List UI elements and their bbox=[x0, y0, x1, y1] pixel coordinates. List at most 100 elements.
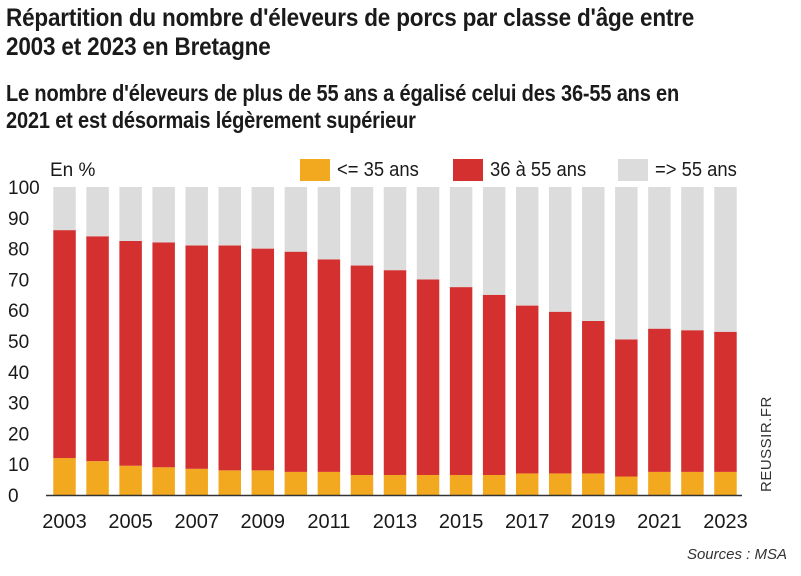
bar-segment-older-2019 bbox=[582, 187, 605, 321]
bar-segment-middle-2021 bbox=[648, 328, 671, 472]
bar-segment-young-2006 bbox=[152, 467, 175, 495]
bar-segment-older-2017 bbox=[515, 187, 539, 306]
bar-segment-young-2011 bbox=[317, 471, 341, 495]
legend-item-middle: 36 à 55 ans bbox=[453, 158, 595, 182]
bar-segment-young-2003 bbox=[53, 458, 76, 495]
legend-label-older: => 55 ans bbox=[655, 158, 737, 181]
bar-segment-young-2013 bbox=[383, 474, 407, 495]
x-tick-label: 2009 bbox=[241, 511, 286, 533]
legend-swatch-middle bbox=[453, 159, 483, 181]
y-tick-label: 70 bbox=[8, 270, 29, 291]
bar-segment-older-2023 bbox=[714, 187, 737, 332]
credit-label: REUSSIR.FR bbox=[758, 396, 775, 492]
legend-label-young: <= 35 ans bbox=[337, 158, 419, 181]
bar-segment-young-2015 bbox=[449, 474, 473, 495]
y-tick-label: 20 bbox=[8, 424, 29, 445]
x-tick-label: 2021 bbox=[637, 511, 682, 533]
bar-segment-older-2013 bbox=[383, 187, 407, 271]
bar-segment-middle-2015 bbox=[449, 287, 473, 475]
bar-segment-middle-2012 bbox=[350, 265, 374, 475]
bar-segment-young-2018 bbox=[549, 473, 572, 495]
bar-segment-older-2014 bbox=[416, 187, 440, 280]
bar-segment-older-2018 bbox=[549, 187, 572, 312]
bar-segment-middle-2023 bbox=[714, 331, 737, 472]
bar-segment-middle-2014 bbox=[416, 279, 440, 475]
x-tick-label: 2005 bbox=[108, 511, 153, 533]
y-tick-label: 10 bbox=[8, 455, 29, 476]
bar-segment-older-2011 bbox=[317, 187, 341, 260]
bar-segment-young-2014 bbox=[416, 474, 440, 495]
bar-segment-young-2009 bbox=[251, 470, 275, 495]
x-tick-label: 2017 bbox=[505, 511, 550, 533]
legend-swatch-older bbox=[618, 159, 648, 181]
bar-segment-older-2003 bbox=[53, 187, 76, 231]
bar-segment-middle-2005 bbox=[119, 240, 142, 466]
y-tick-label: 80 bbox=[8, 240, 29, 261]
bar-segment-young-2004 bbox=[86, 461, 109, 495]
bar-segment-young-2016 bbox=[482, 474, 506, 495]
x-tick-label: 2003 bbox=[42, 511, 87, 533]
bar-segment-young-2005 bbox=[119, 465, 142, 495]
bar-segment-young-2017 bbox=[515, 473, 539, 495]
bar-segment-older-2009 bbox=[251, 187, 275, 249]
y-tick-label: 100 bbox=[8, 178, 40, 199]
x-tick-label: 2013 bbox=[373, 511, 418, 533]
bar-segment-young-2021 bbox=[648, 471, 671, 495]
bar-segment-middle-2011 bbox=[317, 259, 341, 472]
legend-swatch-young bbox=[300, 159, 330, 181]
y-axis-unit-label: En % bbox=[50, 160, 96, 181]
bar-segment-older-2022 bbox=[681, 187, 704, 331]
y-tick-label: 60 bbox=[8, 301, 29, 322]
source-label: Sources : MSA bbox=[686, 546, 787, 563]
legend-item-older: => 55 ans bbox=[618, 158, 744, 182]
bar-segment-middle-2019 bbox=[582, 320, 605, 474]
bar-segment-middle-2009 bbox=[251, 248, 275, 471]
bar-segment-young-2022 bbox=[681, 471, 704, 495]
bar-segment-young-2012 bbox=[350, 474, 374, 495]
bar-segment-young-2023 bbox=[714, 471, 737, 495]
bar-segment-young-2008 bbox=[218, 470, 241, 495]
bar-segment-middle-2008 bbox=[218, 245, 241, 471]
y-tick-label: 30 bbox=[8, 394, 29, 415]
chart-subtitle: Le nombre d'éleveurs de plus de 55 ans a… bbox=[6, 80, 680, 133]
bar-segment-older-2007 bbox=[185, 187, 208, 246]
bar-segment-older-2006 bbox=[152, 187, 175, 243]
x-tick-label: 2015 bbox=[439, 511, 484, 533]
y-tick-label: 90 bbox=[8, 209, 29, 230]
bar-segment-older-2008 bbox=[218, 187, 241, 246]
bar-segment-young-2010 bbox=[284, 471, 308, 495]
x-tick-label: 2019 bbox=[571, 511, 616, 533]
bar-segment-middle-2013 bbox=[383, 270, 407, 475]
y-tick-label: 0 bbox=[8, 486, 19, 507]
bar-segment-older-2005 bbox=[119, 187, 142, 241]
bar-segment-older-2020 bbox=[615, 187, 638, 340]
legend-label-middle: 36 à 55 ans bbox=[490, 158, 587, 181]
bar-segment-middle-2006 bbox=[152, 242, 175, 468]
bar-segment-middle-2020 bbox=[615, 339, 638, 477]
x-tick-label: 2023 bbox=[703, 511, 748, 533]
bar-segment-middle-2003 bbox=[53, 230, 76, 459]
x-tick-label: 2011 bbox=[307, 511, 350, 533]
bar-segment-older-2012 bbox=[350, 187, 374, 266]
bar-segment-middle-2010 bbox=[284, 251, 308, 472]
bar-segment-older-2015 bbox=[449, 187, 473, 288]
legend-item-young: <= 35 ans bbox=[300, 158, 426, 182]
bar-segment-middle-2004 bbox=[86, 236, 109, 462]
bar-segment-older-2021 bbox=[648, 187, 671, 329]
x-tick-label: 2007 bbox=[174, 511, 219, 533]
bar-segment-older-2010 bbox=[284, 187, 308, 252]
bar-segment-middle-2017 bbox=[515, 305, 539, 474]
bar-segment-middle-2018 bbox=[549, 311, 572, 474]
chart-title: Répartition du nombre d'éleveurs de porc… bbox=[6, 4, 695, 61]
y-tick-label: 50 bbox=[8, 332, 29, 353]
bar-segment-older-2016 bbox=[482, 187, 506, 295]
bar-segment-young-2019 bbox=[582, 473, 605, 495]
bar-segment-older-2004 bbox=[86, 187, 109, 237]
bar-segment-young-2020 bbox=[615, 476, 638, 495]
bar-segment-young-2007 bbox=[185, 468, 208, 495]
bar-segment-middle-2007 bbox=[185, 245, 208, 469]
bar-segment-middle-2016 bbox=[482, 294, 506, 475]
bar-segment-middle-2022 bbox=[681, 330, 704, 472]
y-tick-label: 40 bbox=[8, 363, 29, 384]
